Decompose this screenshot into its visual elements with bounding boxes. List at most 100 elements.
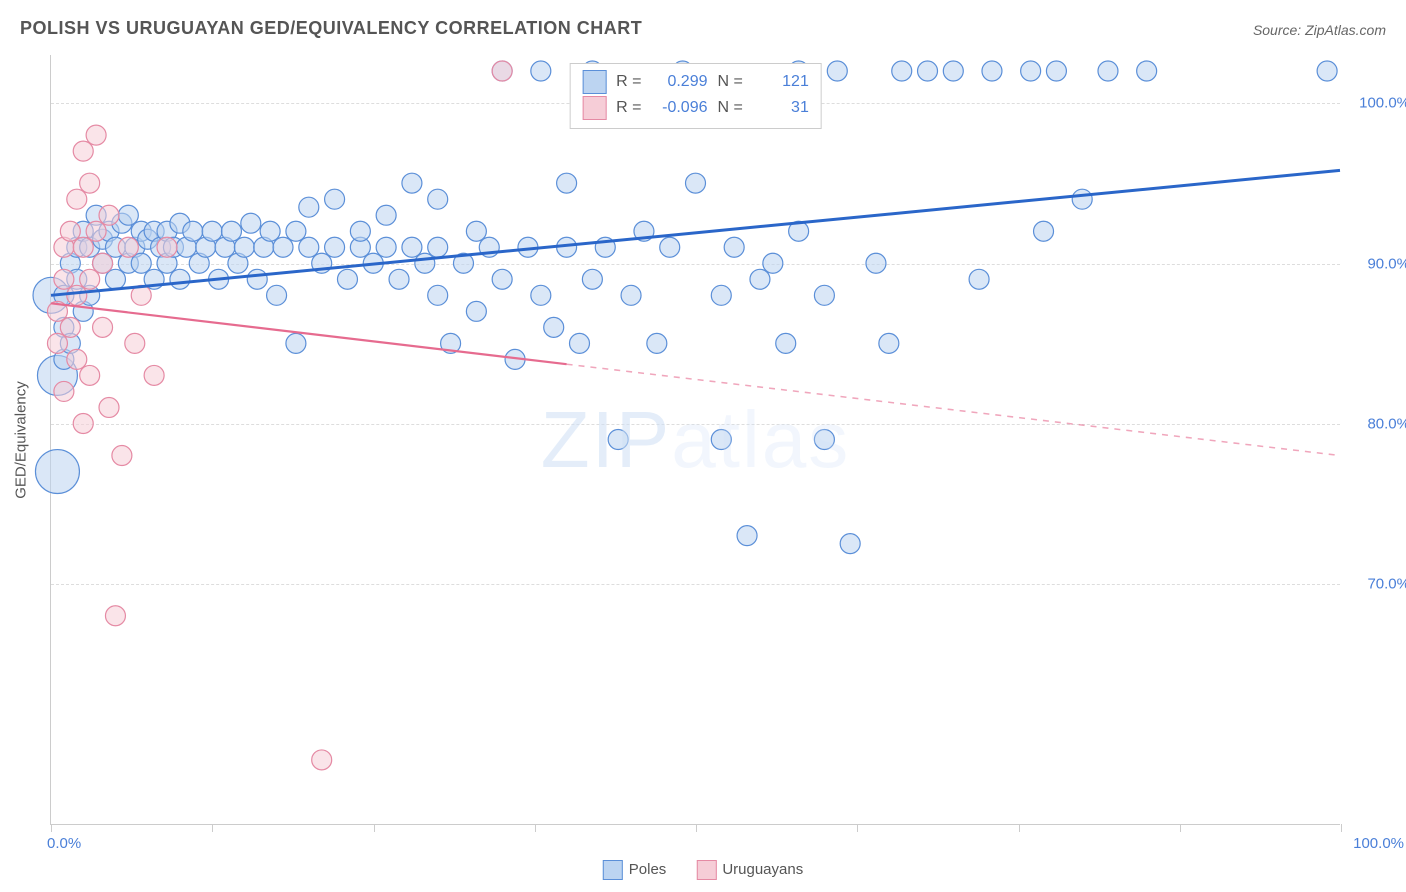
stat-r-label: R = [616, 99, 641, 117]
data-point [325, 189, 345, 209]
data-point [569, 333, 589, 353]
data-point [99, 397, 119, 417]
data-point [866, 253, 886, 273]
trend-line-dashed [567, 364, 1340, 455]
stats-row: R =0.299N =121 [582, 70, 809, 94]
data-point [144, 365, 164, 385]
data-point [337, 269, 357, 289]
trend-line [51, 303, 567, 364]
data-point [99, 205, 119, 225]
x-tick [1180, 824, 1181, 832]
x-tick [51, 824, 52, 832]
data-point [428, 189, 448, 209]
data-point [879, 333, 899, 353]
stat-n-label: N = [718, 99, 743, 117]
stat-n-label: N = [718, 73, 743, 91]
data-point [67, 285, 87, 305]
data-point [80, 365, 100, 385]
data-point [105, 269, 125, 289]
legend: Poles Uruguayans [603, 860, 803, 880]
data-point [531, 61, 551, 81]
data-point [73, 141, 93, 161]
data-point [234, 237, 254, 257]
data-point [660, 237, 680, 257]
source-label: Source: ZipAtlas.com [1253, 22, 1386, 38]
x-tick [1341, 824, 1342, 832]
data-point [286, 221, 306, 241]
data-point [93, 317, 113, 337]
data-point [299, 197, 319, 217]
x-tick [857, 824, 858, 832]
stat-n-value: 31 [753, 99, 809, 117]
data-point [969, 269, 989, 289]
data-point [131, 253, 151, 273]
data-point [840, 534, 860, 554]
data-point [67, 349, 87, 369]
data-point [415, 253, 435, 273]
data-point [1098, 61, 1118, 81]
swatch-icon [696, 860, 716, 880]
data-point [711, 285, 731, 305]
data-point [73, 237, 93, 257]
data-point [286, 333, 306, 353]
data-point [73, 413, 93, 433]
data-point [118, 237, 138, 257]
data-point [54, 381, 74, 401]
data-point [557, 173, 577, 193]
data-point [118, 205, 138, 225]
data-point [1021, 61, 1041, 81]
data-point [202, 221, 222, 241]
x-tick [1019, 824, 1020, 832]
data-point [273, 237, 293, 257]
data-point [260, 221, 280, 241]
data-point [35, 450, 79, 494]
data-point [608, 430, 628, 450]
x-tick [374, 824, 375, 832]
data-point [531, 285, 551, 305]
data-point [686, 173, 706, 193]
data-point [750, 269, 770, 289]
data-point [60, 317, 80, 337]
data-point [389, 269, 409, 289]
data-point [299, 237, 319, 257]
data-point [492, 61, 512, 81]
swatch-icon [582, 96, 606, 120]
data-point [47, 333, 67, 353]
x-axis-min-label: 0.0% [47, 835, 81, 852]
data-point [814, 430, 834, 450]
data-point [402, 237, 422, 257]
plot-area: GED/Equivalency 70.0%80.0%90.0%100.0% ZI… [50, 55, 1340, 825]
y-tick-label: 100.0% [1350, 95, 1406, 112]
data-point [312, 750, 332, 770]
legend-item: Poles [603, 860, 667, 880]
data-point [1137, 61, 1157, 81]
data-point [1317, 61, 1337, 81]
data-point [221, 221, 241, 241]
data-point [93, 253, 113, 273]
data-point [54, 269, 74, 289]
data-point [466, 301, 486, 321]
legend-label: Uruguayans [722, 861, 803, 878]
data-point [776, 333, 796, 353]
swatch-icon [603, 860, 623, 880]
data-point [241, 213, 261, 233]
y-tick-label: 70.0% [1350, 576, 1406, 593]
data-point [737, 526, 757, 546]
data-point [466, 221, 486, 241]
data-point [492, 269, 512, 289]
data-point [376, 237, 396, 257]
data-point [1072, 189, 1092, 209]
data-point [157, 237, 177, 257]
data-point [247, 269, 267, 289]
data-point [80, 173, 100, 193]
data-point [943, 61, 963, 81]
data-point [80, 269, 100, 289]
data-point [724, 237, 744, 257]
y-tick-label: 90.0% [1350, 255, 1406, 272]
stat-r-value: 0.299 [652, 73, 708, 91]
data-point [170, 269, 190, 289]
data-point [267, 285, 287, 305]
data-point [582, 269, 602, 289]
data-point [402, 173, 422, 193]
y-tick-label: 80.0% [1350, 415, 1406, 432]
